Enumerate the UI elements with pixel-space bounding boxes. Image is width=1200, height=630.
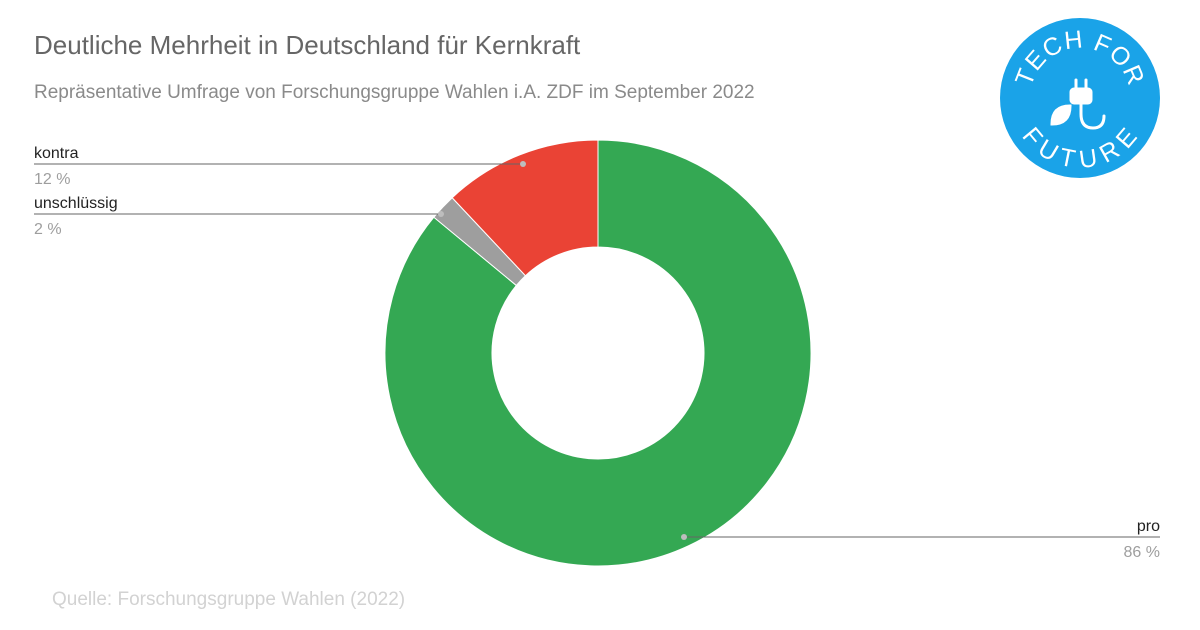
chart-title: Deutliche Mehrheit in Deutschland für Ke… bbox=[34, 30, 581, 60]
leader-dot-unschlüssig bbox=[438, 211, 444, 217]
slice-kontra bbox=[451, 139, 599, 277]
plug-leaf-icon bbox=[1050, 78, 1106, 130]
slice-value-pro: 86 % bbox=[1124, 544, 1160, 561]
slice-label-kontra: kontra bbox=[34, 145, 79, 162]
slice-pro bbox=[384, 139, 812, 567]
chart-subtitle: Repräsentative Umfrage von Forschungsgru… bbox=[34, 82, 755, 103]
leader-dot-pro bbox=[681, 534, 687, 540]
leader-dot-kontra bbox=[520, 161, 526, 167]
source-note: Quelle: Forschungsgruppe Wahlen (2022) bbox=[52, 589, 406, 610]
slice-label-pro: pro bbox=[1137, 518, 1160, 535]
slice-value-unschlüssig: 2 % bbox=[34, 221, 62, 238]
slice-label-unschlüssig: unschlüssig bbox=[34, 195, 118, 212]
slice-value-kontra: 12 % bbox=[34, 171, 70, 188]
tech-for-future-logo: TECH FOR FUTURE bbox=[1000, 18, 1160, 178]
